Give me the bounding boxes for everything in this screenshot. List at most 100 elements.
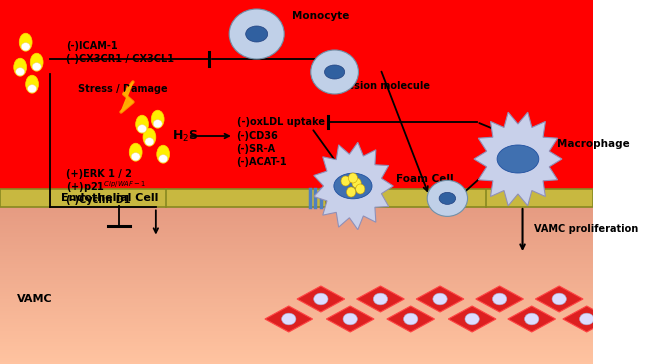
Ellipse shape <box>281 313 296 325</box>
Bar <box>0 290 593 292</box>
Bar <box>0 358 593 360</box>
Text: VAMC proliferation: VAMC proliferation <box>534 224 638 234</box>
Ellipse shape <box>129 143 142 161</box>
Text: Endothelial Cell: Endothelial Cell <box>61 193 159 203</box>
Bar <box>0 260 593 262</box>
Ellipse shape <box>525 313 539 325</box>
Bar <box>0 339 593 341</box>
Polygon shape <box>326 306 374 332</box>
Bar <box>0 337 593 339</box>
Bar <box>0 360 593 362</box>
Bar <box>0 0 593 189</box>
Text: Macrophage: Macrophage <box>557 139 630 149</box>
Text: (-)CD36: (-)CD36 <box>237 131 278 141</box>
Ellipse shape <box>21 43 30 51</box>
Bar <box>0 250 593 253</box>
Polygon shape <box>297 286 345 312</box>
Bar <box>0 258 593 260</box>
Bar <box>0 209 593 211</box>
Ellipse shape <box>465 313 479 325</box>
Text: (+)ERK 1 / 2: (+)ERK 1 / 2 <box>66 169 132 179</box>
Bar <box>0 343 593 344</box>
Circle shape <box>352 178 361 188</box>
Text: H$_2$S: H$_2$S <box>172 128 199 143</box>
Ellipse shape <box>492 293 507 305</box>
Bar <box>0 329 593 331</box>
Ellipse shape <box>151 110 164 128</box>
Ellipse shape <box>30 53 43 71</box>
Ellipse shape <box>159 155 168 163</box>
Bar <box>0 229 593 231</box>
Ellipse shape <box>433 293 447 305</box>
Polygon shape <box>535 286 583 312</box>
Ellipse shape <box>138 124 147 133</box>
Bar <box>0 313 593 315</box>
Ellipse shape <box>552 293 566 305</box>
Circle shape <box>341 176 350 186</box>
Ellipse shape <box>19 33 32 51</box>
Ellipse shape <box>153 120 162 128</box>
Ellipse shape <box>229 9 284 59</box>
Ellipse shape <box>145 138 154 146</box>
Bar <box>0 319 593 321</box>
Ellipse shape <box>325 65 345 79</box>
Bar <box>0 270 593 272</box>
Bar <box>0 317 593 319</box>
Ellipse shape <box>343 313 357 325</box>
Bar <box>0 223 593 225</box>
Bar <box>0 233 593 235</box>
Bar <box>0 268 593 270</box>
Text: (+)p21$^{Cip/WAF-1}$: (+)p21$^{Cip/WAF-1}$ <box>66 179 146 195</box>
Polygon shape <box>387 306 435 332</box>
Text: (-)oxLDL uptake: (-)oxLDL uptake <box>237 117 325 127</box>
Ellipse shape <box>311 50 358 94</box>
Bar <box>0 286 593 288</box>
Polygon shape <box>356 286 404 312</box>
Ellipse shape <box>334 173 372 199</box>
Bar <box>0 239 593 241</box>
Bar <box>0 278 593 280</box>
Bar <box>0 256 593 258</box>
Bar <box>0 309 593 311</box>
Ellipse shape <box>16 68 25 76</box>
Bar <box>0 333 593 335</box>
Ellipse shape <box>497 145 539 173</box>
Bar <box>0 237 593 239</box>
Bar <box>0 217 593 219</box>
Bar <box>0 241 593 243</box>
Polygon shape <box>476 286 523 312</box>
Bar <box>0 245 593 247</box>
Bar <box>0 335 593 337</box>
Bar <box>0 253 593 254</box>
Text: (-)Cyclin D1: (-)Cyclin D1 <box>66 195 131 205</box>
Circle shape <box>356 184 365 194</box>
Polygon shape <box>265 306 313 332</box>
Bar <box>0 288 593 290</box>
Text: (-)ACAT-1: (-)ACAT-1 <box>237 157 287 167</box>
Bar <box>0 307 593 309</box>
Bar <box>0 254 593 256</box>
Ellipse shape <box>131 153 140 161</box>
Bar <box>0 348 593 350</box>
Polygon shape <box>474 112 562 206</box>
Text: (-)SR-A: (-)SR-A <box>237 144 276 154</box>
Bar <box>0 280 593 282</box>
Bar <box>0 327 593 329</box>
Bar <box>0 321 593 323</box>
Circle shape <box>347 187 356 197</box>
Bar <box>0 243 593 245</box>
Bar <box>0 247 593 249</box>
Ellipse shape <box>427 181 468 216</box>
Ellipse shape <box>373 293 388 305</box>
Bar <box>0 221 593 223</box>
Bar <box>0 305 593 307</box>
Text: Foam Cell: Foam Cell <box>396 174 454 184</box>
Bar <box>0 293 593 296</box>
Bar <box>0 249 593 250</box>
Polygon shape <box>416 286 464 312</box>
Ellipse shape <box>314 293 328 305</box>
Bar <box>0 354 593 356</box>
Bar <box>0 296 593 297</box>
Ellipse shape <box>143 128 156 146</box>
Bar <box>0 262 593 264</box>
